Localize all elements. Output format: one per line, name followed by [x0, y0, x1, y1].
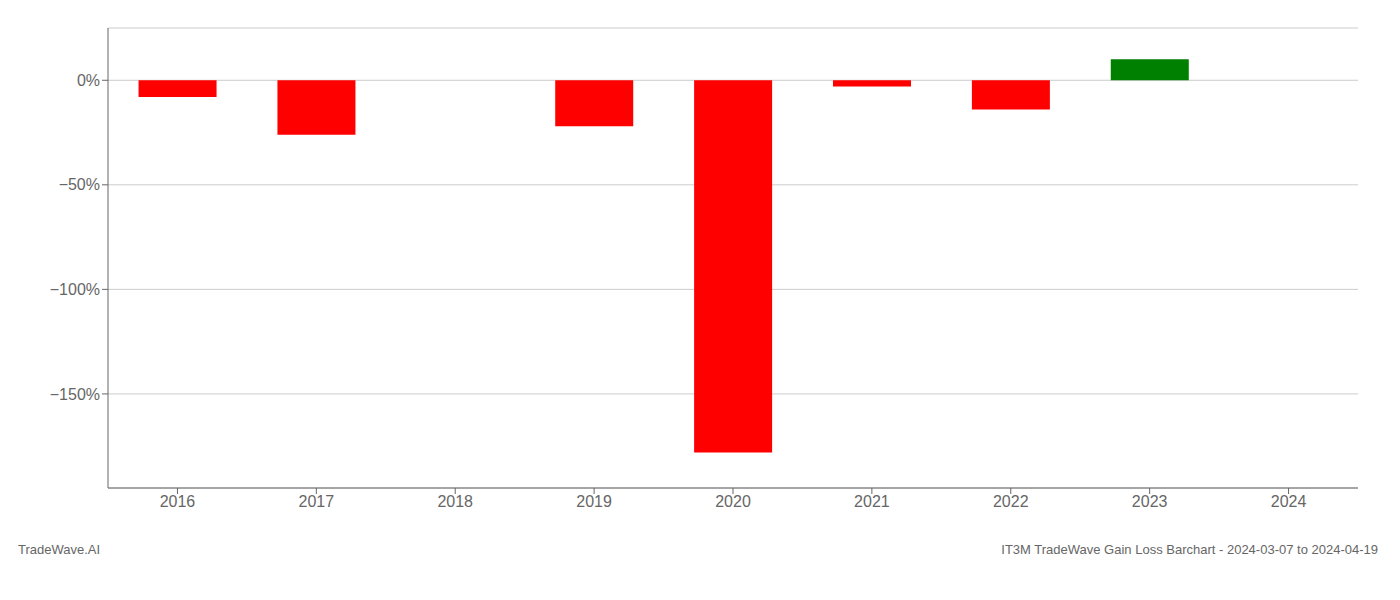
svg-text:−150%: −150% [50, 386, 100, 403]
svg-text:2021: 2021 [854, 493, 890, 510]
svg-text:2016: 2016 [160, 493, 196, 510]
svg-text:2020: 2020 [715, 493, 751, 510]
svg-text:2022: 2022 [993, 493, 1029, 510]
html-text:TradeWave.AI: TradeWave.AI [18, 542, 101, 557]
svg-text:−100%: −100% [50, 281, 100, 298]
svg-text:0%: 0% [77, 72, 100, 89]
svg-text:2018: 2018 [437, 493, 473, 510]
svg-text:2017: 2017 [299, 493, 335, 510]
svg-text:2024: 2024 [1271, 493, 1307, 510]
svg-text:2023: 2023 [1132, 493, 1168, 510]
svg-text:2019: 2019 [576, 493, 612, 510]
html-text:IT3M TradeWave Gain Loss Barch: IT3M TradeWave Gain Loss Barchart - 2024… [1001, 542, 1378, 557]
svg-text:−50%: −50% [59, 176, 100, 193]
